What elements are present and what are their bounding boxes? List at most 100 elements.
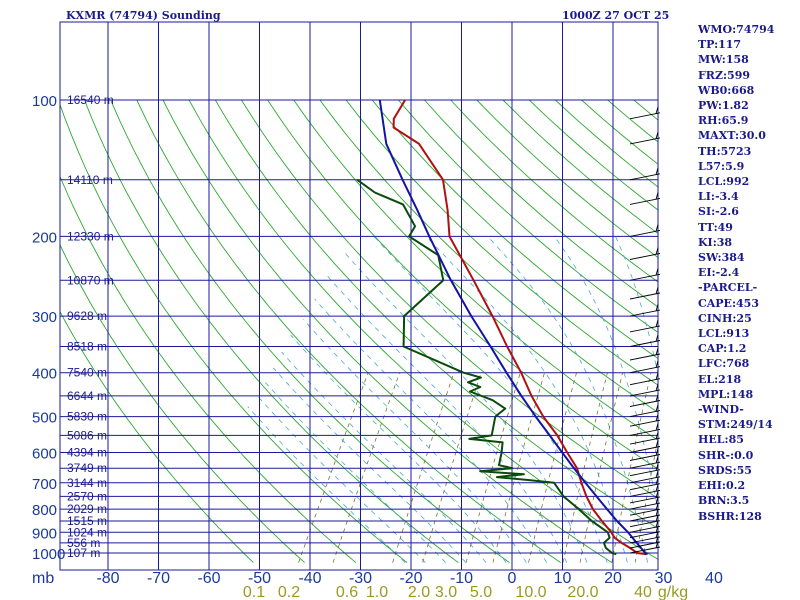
height-label: 14110 m [67, 173, 113, 187]
temperature-tick-label: -70 [147, 570, 170, 587]
height-label: 5086 m [67, 428, 107, 442]
height-label: 12330 m [67, 229, 114, 243]
wind-barb-feather [655, 303, 659, 312]
index-item: LCL:992 [698, 175, 750, 189]
dry-adiabat [162, 99, 613, 563]
wind-barb-feather [655, 525, 659, 533]
sounding-profiles [356, 99, 649, 556]
dry-adiabat [110, 99, 510, 563]
index-item: BRN:3.5 [698, 494, 750, 508]
pressure-tick-label: 900 [32, 525, 57, 542]
moist-adiabat [342, 250, 588, 563]
wind-barb [629, 366, 661, 374]
temperature-tick-label: -40 [298, 570, 321, 587]
wind-barb-feather [655, 394, 659, 402]
index-item: EI:-2.4 [698, 266, 740, 280]
mixing-ratio-line [562, 372, 608, 563]
wind-barb-feather [655, 514, 659, 522]
index-item: EL:218 [698, 372, 742, 386]
height-label: 7540 m [67, 366, 107, 380]
mixing-ratio-line [422, 372, 482, 563]
index-item: WMO:74794 [698, 23, 775, 36]
index-item: SHR-:0.0 [698, 448, 754, 462]
wind-barb [629, 253, 661, 260]
pressure-tick-label: 300 [32, 309, 57, 326]
dry-adiabat [398, 99, 658, 333]
pressure-axis-labels: 100 200 300 400 500 600 700 800 900 1000 [32, 93, 65, 563]
dry-adiabat [241, 99, 658, 499]
moist-adiabat [262, 379, 446, 563]
wind-barb [629, 520, 661, 528]
height-labels: 16540 m 14110 m 12330 m 10870 m 9628 m 8518 m… [67, 93, 114, 560]
index-item: SI:-2.6 [698, 205, 739, 219]
mixing-ratio-tick-label: 0.2 [278, 584, 300, 600]
height-label: 16540 m [67, 93, 114, 107]
wind-barb [629, 353, 661, 361]
index-item: MPL:148 [698, 387, 754, 401]
mixing-ratio-tick-label: 3.0 [435, 584, 457, 600]
wind-barb-feather [655, 268, 659, 276]
wind-barb-feather [655, 360, 659, 368]
wind-barb [629, 496, 661, 504]
wind-barb-feather [655, 431, 659, 440]
dry-adiabat [319, 99, 658, 413]
mixing-ratio-tick-label: 0.6 [336, 584, 358, 600]
dry-adiabat [345, 99, 658, 386]
wind-barb-feather [655, 540, 659, 549]
wind-barb [629, 469, 661, 477]
wind-barb [629, 419, 661, 427]
wind-barb [629, 531, 661, 539]
dry-adiabat [424, 99, 658, 308]
wind-barb [629, 428, 661, 436]
temperature-tick-label: -50 [248, 570, 271, 587]
moist-adiabat [373, 236, 608, 563]
index-item: -WIND- [698, 403, 744, 417]
dry-adiabats [60, 99, 658, 563]
dry-adiabat [214, 99, 658, 530]
dry-adiabat [60, 243, 305, 563]
index-item: LFC:768 [698, 357, 750, 371]
wind-barb [629, 389, 661, 397]
index-item: MW:158 [698, 53, 749, 67]
wind-barb-feather [655, 484, 659, 492]
temperature-axis-labels: mb -80 -70 -60 -50 -40 -30 -20 -10 0 10 20 30 40 [32, 570, 723, 587]
pressure-tick-label: 1000 [32, 546, 65, 563]
wind-barb [629, 446, 661, 453]
index-item: SRDS:55 [698, 463, 752, 477]
wind-barb [629, 340, 661, 347]
mixing-ratio-line [579, 372, 623, 563]
mixing-ratio-labels: 0.1 0.2 0.6 1.0 2.0 3.0 5.0 10.0 20.0 40 g/kg [243, 584, 688, 600]
plot-frame [59, 21, 659, 571]
dewpoint-profile [356, 178, 617, 556]
wind-barb [629, 508, 661, 516]
index-item: CINH:25 [698, 311, 752, 325]
wind-barb-feather [655, 192, 659, 200]
wind-barb-feather [655, 404, 659, 412]
index-item: CAPE:453 [698, 296, 759, 310]
dry-adiabat [84, 99, 459, 563]
wind-barb-feather [655, 414, 659, 422]
index-item: KI:38 [698, 235, 733, 249]
wind-barb-feather [655, 463, 659, 471]
wind-barb-feather [655, 423, 659, 431]
height-label: 6644 m [67, 389, 107, 403]
moist-adiabat [553, 236, 658, 512]
height-label: 556 m [67, 536, 100, 550]
wind-barb [629, 437, 661, 445]
wind-barb-feather [655, 530, 659, 539]
wind-barb [629, 546, 661, 554]
index-item: SW:384 [698, 251, 745, 265]
wind-barb [629, 325, 661, 333]
wind-barb-feather [655, 372, 659, 380]
wind-barb-feather [655, 508, 659, 517]
moist-adiabat [247, 406, 406, 563]
moist-adiabat [302, 319, 527, 563]
index-item: RH:65.9 [698, 114, 749, 128]
pressure-tick-label: 800 [32, 502, 57, 519]
temperature-tick-label: -30 [349, 570, 372, 587]
index-item: PW:1.82 [698, 99, 749, 113]
pressure-tick-label: 200 [32, 229, 57, 246]
parcel-profile [378, 99, 649, 556]
wind-barb [629, 137, 661, 145]
